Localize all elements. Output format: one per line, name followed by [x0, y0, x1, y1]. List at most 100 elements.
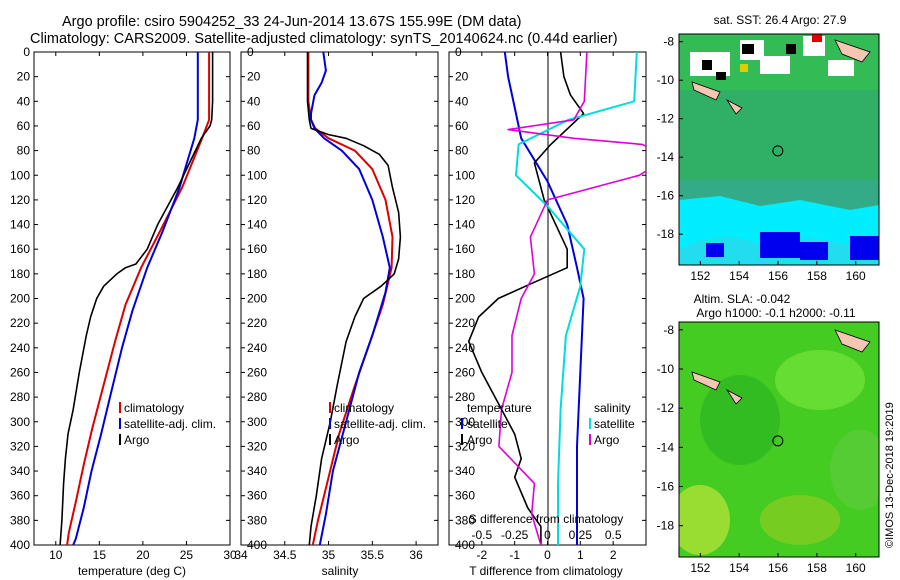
salinity-x-ticks: 34 34.5 35 35.5 36 — [234, 52, 423, 562]
depth-tick-label: 300 — [10, 415, 30, 429]
depth-tick-label: 120 — [10, 193, 30, 207]
x-tick-label: 10 — [49, 548, 63, 562]
sla-map-title-line2: Argo h1000: -0.1 h2000: -0.11 — [696, 306, 856, 320]
legend-satellite-label: satellite-adj. clim. — [124, 417, 216, 431]
sst-map-title: sat. SST: 26.4 Argo: 27.9 — [714, 13, 847, 27]
lon-tick-label: 152 — [690, 269, 710, 283]
legend-t-satellite-label: satellite — [467, 417, 508, 431]
x-tick-label: 30 — [223, 548, 237, 562]
sst-map-field — [679, 34, 879, 265]
difference-x-ticks: -2 -1 0 1 2 — [476, 52, 617, 562]
difference-depth-ticks: 0 20 40 60 80 100 120 140 160 180 200 220 240 260 280 3… — [449, 45, 646, 552]
s-diff-tick-label: 0 — [544, 528, 551, 542]
lat-tick-label: -12 — [657, 112, 675, 126]
depth-tick-label: 200 — [247, 292, 267, 306]
depth-tick-label: 400 — [10, 538, 30, 552]
difference-series — [467, 52, 646, 545]
depth-tick-label: 360 — [455, 489, 475, 503]
lon-tick-label: 154 — [729, 269, 749, 283]
depth-tick-label: 140 — [455, 218, 475, 232]
depth-tick-label: 120 — [455, 193, 475, 207]
depth-tick-label: 300 — [455, 415, 475, 429]
depth-tick-label: 60 — [455, 119, 469, 133]
salinity-depth-ticks: 0 20 40 60 80 100 120 140 160 180 200 220 240 260 280 3… — [241, 45, 438, 552]
sla-map-field — [679, 322, 879, 557]
depth-tick-label: 100 — [455, 168, 475, 182]
series-t-satellite — [503, 52, 585, 545]
depth-tick-label: 80 — [17, 144, 31, 158]
depth-tick-label: 160 — [10, 242, 30, 256]
lon-tick-label: 154 — [729, 561, 749, 575]
x-tick-label: 35.5 — [361, 548, 385, 562]
sla-map-title-line1: Altim. SLA: -0.042 — [694, 292, 791, 306]
x-tick-label: 34 — [234, 548, 248, 562]
depth-tick-label: 0 — [247, 45, 254, 59]
depth-tick-label: 0 — [455, 45, 462, 59]
lon-tick-label: 160 — [846, 269, 866, 283]
lon-tick-label: 160 — [846, 561, 866, 575]
temperature-panel: 0 20 40 60 80 100 120 140 160 180 200 220 240 260 280 3… — [10, 45, 237, 578]
depth-tick-label: 240 — [10, 341, 30, 355]
lat-tick-label: -18 — [657, 227, 675, 241]
x-tick-label: -2 — [476, 548, 487, 562]
lat-tick-label: -8 — [663, 35, 674, 49]
x-tick-label: -1 — [509, 548, 520, 562]
s-diff-tick-label: 0.25 — [569, 528, 593, 542]
lon-tick-label: 158 — [807, 561, 827, 575]
depth-tick-label: 220 — [455, 316, 475, 330]
lon-tick-label: 156 — [768, 561, 788, 575]
series-argo — [59, 52, 214, 545]
sst-map-lon-ticks: 152 154 156 158 160 — [690, 261, 866, 283]
depth-tick-label: 320 — [455, 439, 475, 453]
depth-tick-label: 140 — [10, 218, 30, 232]
x-tick-label: 0 — [544, 548, 551, 562]
depth-tick-label: 280 — [455, 390, 475, 404]
sla-map: Altim. SLA: -0.042 Argo h1000: -0.1 h200… — [657, 292, 880, 575]
depth-tick-label: 260 — [247, 365, 267, 379]
depth-tick-label: 360 — [247, 489, 267, 503]
lat-tick-label: -14 — [657, 440, 675, 454]
difference-legend-salinity: salinity satellite Argo — [589, 401, 635, 447]
depth-tick-label: 40 — [17, 94, 31, 108]
depth-tick-label: 200 — [10, 292, 30, 306]
temperature-x-ticks: 10 15 20 25 30 — [49, 52, 237, 562]
depth-tick-label: 80 — [455, 144, 469, 158]
depth-tick-label: 260 — [10, 365, 30, 379]
depth-tick-label: 140 — [247, 218, 267, 232]
depth-tick-label: 160 — [455, 242, 475, 256]
depth-tick-label: 280 — [247, 390, 267, 404]
depth-axis-ticks: 0 20 40 60 80 100 120 140 160 180 200 220 240 260 280 3… — [10, 45, 230, 552]
depth-tick-label: 280 — [10, 390, 30, 404]
depth-tick-label: 380 — [455, 513, 475, 527]
salinity-series — [306, 52, 402, 545]
x-tick-label: 2 — [610, 548, 617, 562]
x-tick-label: 15 — [93, 548, 107, 562]
legend-satellite-label: satellite-adj. clim. — [334, 417, 426, 431]
legend-salinity-title: salinity — [594, 401, 631, 415]
difference-legend-temperature: temperature satellite Argo — [461, 401, 532, 447]
series-satellite — [310, 52, 391, 545]
depth-tick-label: 380 — [247, 513, 267, 527]
difference-panel: 0204060801001201401601802002202402602803… — [448, 45, 647, 578]
depth-tick-label: 240 — [247, 341, 267, 355]
legend-climatology-label: climatology — [334, 401, 394, 415]
depth-tick-label: 100 — [10, 168, 30, 182]
lon-tick-label: 156 — [768, 269, 788, 283]
lat-tick-label: -16 — [657, 189, 675, 203]
s-diff-tick-label: -0.25 — [501, 528, 529, 542]
depth-tick-label: 260 — [455, 365, 475, 379]
series-climatology — [66, 52, 211, 545]
temperature-series — [59, 52, 214, 545]
depth-tick-label: 320 — [10, 439, 30, 453]
depth-tick-label: 340 — [247, 464, 267, 478]
salinity-difference-x-ticks: -0.5 -0.25 0 0.25 0.5 — [471, 528, 621, 542]
lon-tick-label: 158 — [807, 269, 827, 283]
depth-tick-label: 180 — [455, 267, 475, 281]
lon-tick-label: 152 — [690, 561, 710, 575]
series-s-satellite — [515, 52, 638, 545]
depth-tick-label: 360 — [10, 489, 30, 503]
s-difference-x-label: S difference from climatology — [469, 512, 624, 526]
lat-tick-label: -16 — [657, 480, 675, 494]
legend-climatology-label: climatology — [124, 401, 184, 415]
depth-tick-label: 340 — [10, 464, 30, 478]
